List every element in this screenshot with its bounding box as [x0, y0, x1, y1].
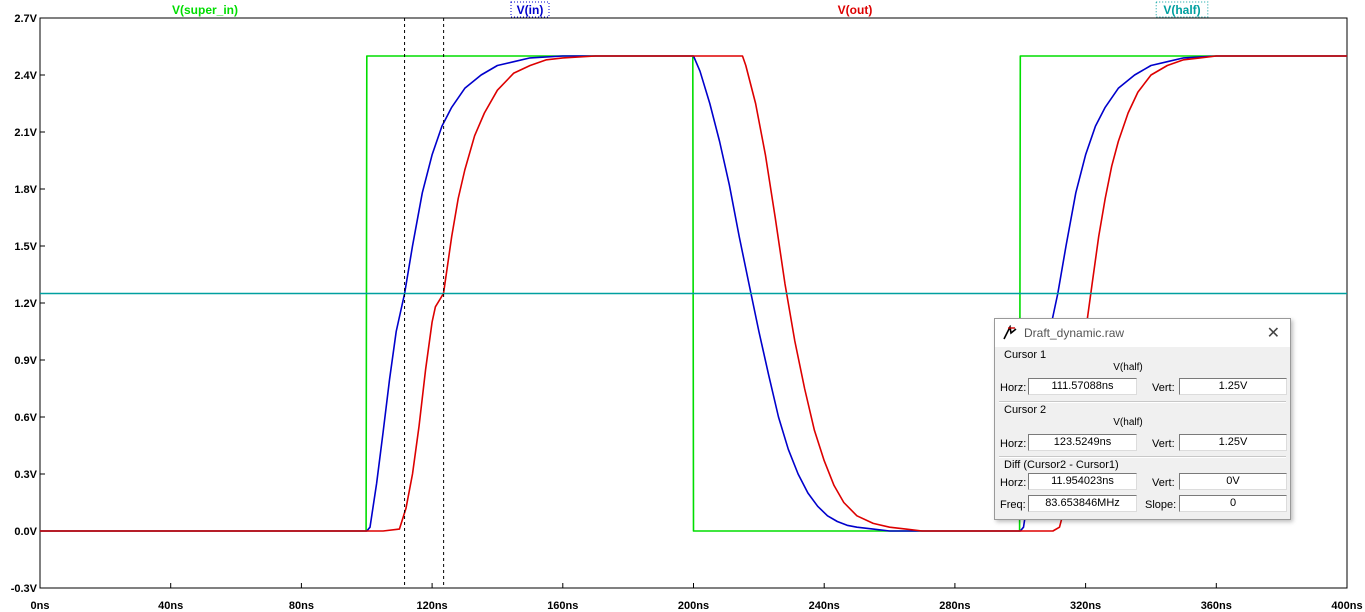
- y-tick-label: 0.9V: [14, 355, 37, 367]
- y-tick-label: 1.8V: [14, 184, 37, 196]
- dialog-divider: [999, 456, 1286, 458]
- ltspice-logo-icon: [1003, 325, 1017, 340]
- cursor2-vert-label: Vert:: [1152, 438, 1175, 450]
- cursor2-vert-field[interactable]: 1.25V: [1179, 434, 1287, 451]
- y-tick-label: 2.7V: [14, 13, 37, 25]
- diff-label: Diff (Cursor2 - Cursor1): [1004, 459, 1119, 471]
- y-tick-label: 0.0V: [14, 526, 37, 538]
- series-line-v-in: [40, 55, 1347, 532]
- diff-slope-field[interactable]: 0: [1179, 495, 1287, 512]
- x-tick-label: 160ns: [547, 600, 578, 612]
- diff-vert-label: Vert:: [1152, 477, 1175, 489]
- legend-focus-box: [510, 1, 550, 18]
- x-tick-label: 280ns: [939, 600, 970, 612]
- diff-freq-field[interactable]: 83.653846MHz: [1028, 495, 1137, 512]
- cursor2-trace: V(half): [1113, 417, 1143, 428]
- x-tick-label: 400ns: [1331, 600, 1362, 612]
- axis-ticks: 0ns 40ns 80ns 120ns 160ns 200ns 240ns 280ns 320n…: [11, 13, 1363, 612]
- close-icon[interactable]: ✕: [1266, 325, 1280, 342]
- cursor1-vert-label: Vert:: [1152, 382, 1175, 394]
- y-tick-label: 0.6V: [14, 412, 37, 424]
- y-tick-label: 2.4V: [14, 70, 37, 82]
- cursor-dialog[interactable]: Draft_dynamic.raw ✕ Cursor 1 V(half) Hor…: [994, 318, 1291, 520]
- cursor2-label: Cursor 2: [1004, 404, 1047, 416]
- y-tick-label: 2.1V: [14, 127, 37, 139]
- y-tick-label: 1.5V: [14, 241, 37, 253]
- y-tick-label: 0.3V: [14, 469, 37, 481]
- cursor1-label: Cursor 1: [1004, 349, 1047, 361]
- cursor1-vert-field[interactable]: 1.25V: [1179, 378, 1287, 395]
- cursor1-horz-field[interactable]: 111.57088ns: [1028, 378, 1137, 395]
- legend-v-super-in[interactable]: V(super_in): [172, 3, 238, 17]
- cursor2-horz-field[interactable]: 123.5249ns: [1028, 434, 1137, 451]
- cursor1-horz-label: Horz:: [1000, 382, 1027, 394]
- x-tick-label: 240ns: [809, 600, 840, 612]
- dialog-divider: [999, 401, 1286, 403]
- x-tick-label: 0ns: [31, 600, 50, 612]
- x-tick-label: 80ns: [289, 600, 314, 612]
- cursor-lines[interactable]: [404, 18, 445, 588]
- y-tick-label: 1.2V: [14, 298, 37, 310]
- diff-slope-label: Slope:: [1145, 499, 1177, 511]
- series-line-v-out: [40, 55, 1347, 532]
- x-tick-label: 200ns: [678, 600, 709, 612]
- x-tick-label: 120ns: [416, 600, 447, 612]
- dialog-title: Draft_dynamic.raw: [1024, 326, 1125, 340]
- diff-horz-label: Horz:: [1000, 477, 1027, 489]
- legend-v-out[interactable]: V(out): [838, 3, 873, 17]
- diff-vert-field[interactable]: 0V: [1179, 473, 1287, 490]
- legend-v-half[interactable]: V(half): [1163, 3, 1200, 17]
- x-tick-label: 40ns: [158, 600, 183, 612]
- cursor1-trace: V(half): [1113, 362, 1143, 373]
- legend-v-in[interactable]: V(in): [517, 3, 544, 17]
- diff-freq-label: Freq:: [1000, 499, 1026, 511]
- x-tick-label: 360ns: [1201, 600, 1232, 612]
- trace-legend[interactable]: V(super_in) V(in) V(out) V(half): [172, 1, 1209, 18]
- y-tick-label: -0.3V: [11, 583, 38, 595]
- diff-horz-field[interactable]: 11.954023ns: [1028, 473, 1137, 490]
- cursor2-horz-label: Horz:: [1000, 438, 1027, 450]
- trace-lines: [40, 55, 1347, 532]
- x-tick-label: 320ns: [1070, 600, 1101, 612]
- dialog-titlebar[interactable]: Draft_dynamic.raw ✕: [995, 319, 1290, 347]
